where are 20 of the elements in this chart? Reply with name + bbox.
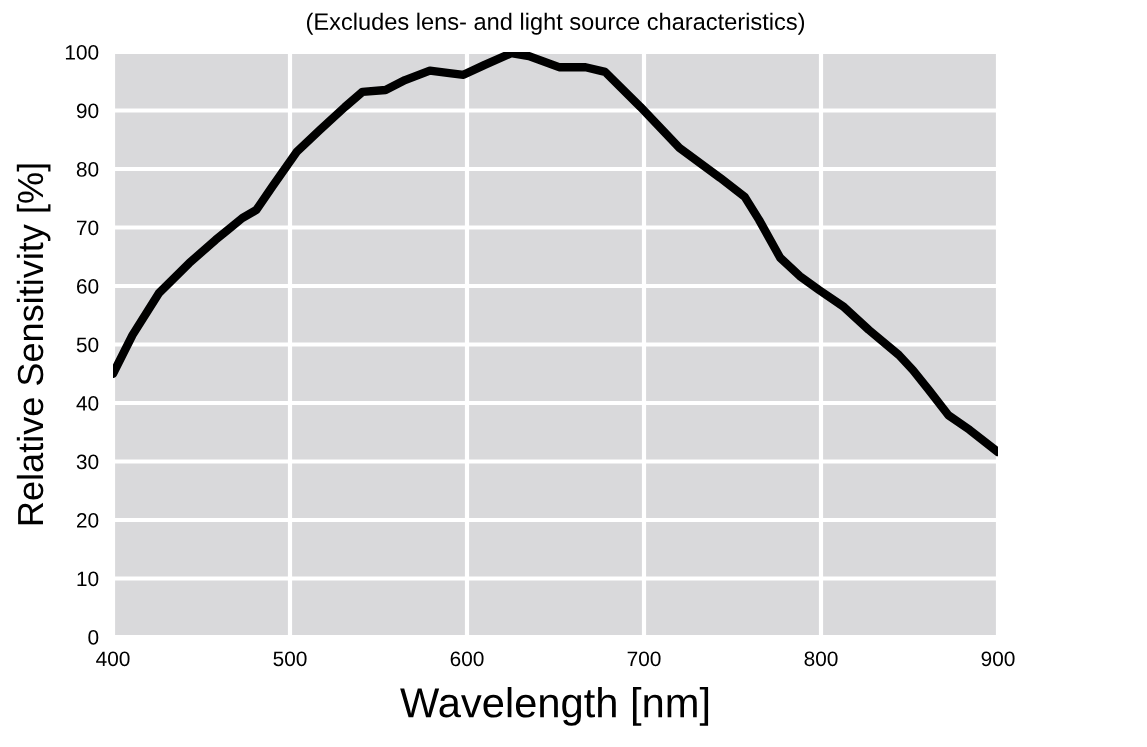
y-tick-label: 0 (88, 630, 99, 645)
x-tick-label: 500 (273, 651, 307, 667)
y-axis-title: Relative Sensitivity [%] (16, 164, 51, 525)
x-tick-label: 700 (627, 651, 661, 667)
y-tick-label: 60 (77, 279, 99, 294)
y-tick-label: 30 (76, 454, 99, 470)
x-tick-label: 800 (804, 651, 838, 667)
y-tick-label: 50 (76, 337, 99, 353)
y-tick-label: 20 (76, 513, 99, 528)
x-tick-label: 600 (450, 651, 484, 667)
x-tick-label: 400 (96, 651, 130, 667)
y-tick-label: 70 (77, 220, 99, 236)
y-tick-label: 80 (76, 162, 99, 177)
x-axis-title: Wavelength [nm] (400, 686, 709, 726)
x-tick-label: 900 (981, 651, 1015, 667)
y-tick-label: 90 (76, 103, 99, 119)
y-tick-label: 100 (65, 45, 99, 60)
chart-title: (Excludes lens- and light source characteristics) (306, 12, 805, 35)
y-tick-label: 10 (77, 571, 99, 587)
y-tick-label: 40 (76, 396, 99, 411)
